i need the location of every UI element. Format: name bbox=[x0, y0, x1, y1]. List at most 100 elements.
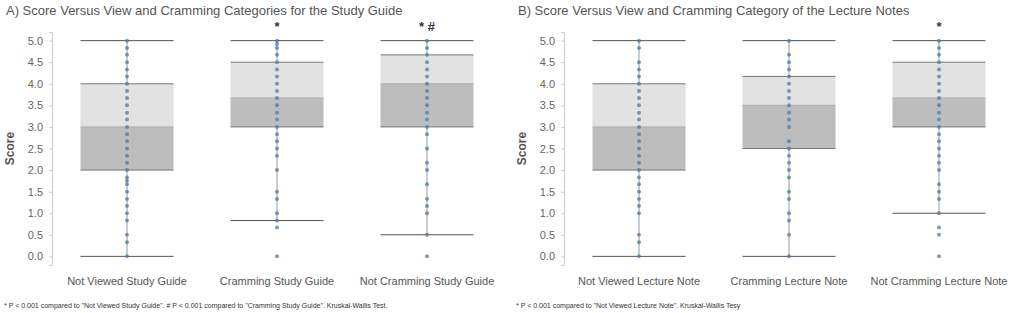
box-upper bbox=[893, 62, 986, 98]
data-point bbox=[275, 254, 279, 258]
y-tick: 1.0 bbox=[28, 207, 52, 219]
y-tick-mark bbox=[561, 235, 564, 236]
data-point bbox=[425, 46, 429, 50]
x-tick-label: Not Cramming Lecture Note bbox=[871, 275, 1008, 287]
data-point bbox=[125, 254, 129, 258]
y-axis: 0.00.51.01.52.02.53.03.54.04.55.0 bbox=[28, 33, 53, 266]
data-point bbox=[937, 68, 941, 72]
data-point bbox=[637, 139, 641, 143]
data-point bbox=[125, 240, 129, 244]
data-point bbox=[425, 197, 429, 201]
y-tick-mark bbox=[49, 213, 52, 214]
data-point bbox=[787, 154, 791, 158]
x-axis-line bbox=[53, 265, 503, 266]
y-tick-label: 3.0 bbox=[540, 121, 555, 133]
data-point bbox=[125, 132, 129, 136]
box-lower bbox=[231, 98, 324, 127]
upper-whisker bbox=[939, 41, 940, 63]
y-tick: 1.0 bbox=[540, 207, 564, 219]
box-lower bbox=[893, 98, 986, 127]
data-point bbox=[637, 161, 641, 165]
y-tick: 0.5 bbox=[540, 229, 564, 241]
y-tick-mark bbox=[49, 149, 52, 150]
data-point bbox=[425, 254, 429, 258]
data-point bbox=[937, 139, 941, 143]
data-point bbox=[637, 111, 641, 115]
x-tick-label: Not Cramming Study Guide bbox=[360, 275, 495, 287]
data-point bbox=[275, 125, 279, 129]
figure: A) Score Versus View and Cramming Catego… bbox=[0, 0, 1024, 313]
plot: 0.00.51.01.52.02.53.03.54.04.55.0ScoreNo… bbox=[3, 19, 503, 287]
y-tick-label: 0.0 bbox=[540, 250, 555, 262]
data-point bbox=[275, 197, 279, 201]
data-point bbox=[637, 175, 641, 179]
data-point bbox=[425, 82, 429, 86]
box-lower bbox=[593, 127, 686, 170]
data-point bbox=[937, 89, 941, 93]
data-point bbox=[937, 46, 941, 50]
y-tick-label: 1.0 bbox=[28, 207, 43, 219]
box-upper bbox=[743, 76, 836, 105]
data-point bbox=[937, 96, 941, 100]
significance-marker: * bbox=[274, 19, 280, 34]
data-point bbox=[125, 179, 129, 183]
footnote: * P < 0.001 compared to "Not Viewed Lect… bbox=[516, 302, 741, 310]
data-point bbox=[787, 82, 791, 86]
data-point bbox=[275, 139, 279, 143]
data-point bbox=[787, 89, 791, 93]
lower-whisker bbox=[427, 127, 428, 235]
data-point bbox=[425, 161, 429, 165]
data-point bbox=[787, 161, 791, 165]
data-point bbox=[637, 190, 641, 194]
data-point bbox=[125, 39, 129, 43]
x-tick: Not Cramming Study Guide bbox=[360, 265, 495, 287]
data-point bbox=[787, 254, 791, 258]
data-point bbox=[275, 111, 279, 115]
y-tick-label: 0.0 bbox=[28, 250, 43, 262]
data-point bbox=[125, 74, 129, 78]
data-point bbox=[637, 204, 641, 208]
marks bbox=[81, 39, 474, 259]
footnote: * P < 0.001 compared to "Not Viewed Stud… bbox=[4, 302, 388, 310]
data-point bbox=[787, 68, 791, 72]
data-point bbox=[125, 68, 129, 72]
data-point bbox=[787, 197, 791, 201]
data-point bbox=[937, 132, 941, 136]
y-tick: 2.0 bbox=[540, 164, 564, 176]
data-point bbox=[425, 74, 429, 78]
data-point bbox=[637, 197, 641, 201]
data-point bbox=[275, 190, 279, 194]
y-tick: 3.5 bbox=[28, 99, 52, 111]
data-point bbox=[275, 89, 279, 93]
data-point bbox=[425, 68, 429, 72]
data-point bbox=[125, 139, 129, 143]
x-tick-label: Not Viewed Lecture Note bbox=[578, 275, 700, 287]
y-tick-mark bbox=[561, 62, 564, 63]
data-point bbox=[425, 96, 429, 100]
y-tick-label: 2.5 bbox=[540, 143, 555, 155]
y-tick-mark bbox=[561, 256, 564, 257]
data-point bbox=[637, 103, 641, 107]
y-tick-mark bbox=[49, 105, 52, 106]
data-point bbox=[637, 147, 641, 151]
data-point bbox=[637, 89, 641, 93]
box bbox=[231, 39, 324, 259]
data-point bbox=[125, 161, 129, 165]
chart-title: A) Score Versus View and Cramming Catego… bbox=[6, 3, 402, 18]
data-point bbox=[125, 103, 129, 107]
data-point bbox=[275, 103, 279, 107]
data-point bbox=[275, 168, 279, 172]
data-point bbox=[125, 190, 129, 194]
y-tick: 4.0 bbox=[540, 78, 564, 90]
y-tick-label: 2.0 bbox=[28, 164, 43, 176]
data-point bbox=[937, 125, 941, 129]
data-point bbox=[787, 219, 791, 223]
plot: 0.00.51.01.52.02.53.03.54.04.55.0ScoreNo… bbox=[515, 19, 1015, 287]
data-point bbox=[637, 96, 641, 100]
y-axis-line bbox=[49, 33, 53, 266]
y-tick: 2.0 bbox=[28, 164, 52, 176]
data-point bbox=[787, 74, 791, 78]
data-point bbox=[637, 168, 641, 172]
box-upper bbox=[231, 62, 324, 98]
data-point bbox=[937, 168, 941, 172]
